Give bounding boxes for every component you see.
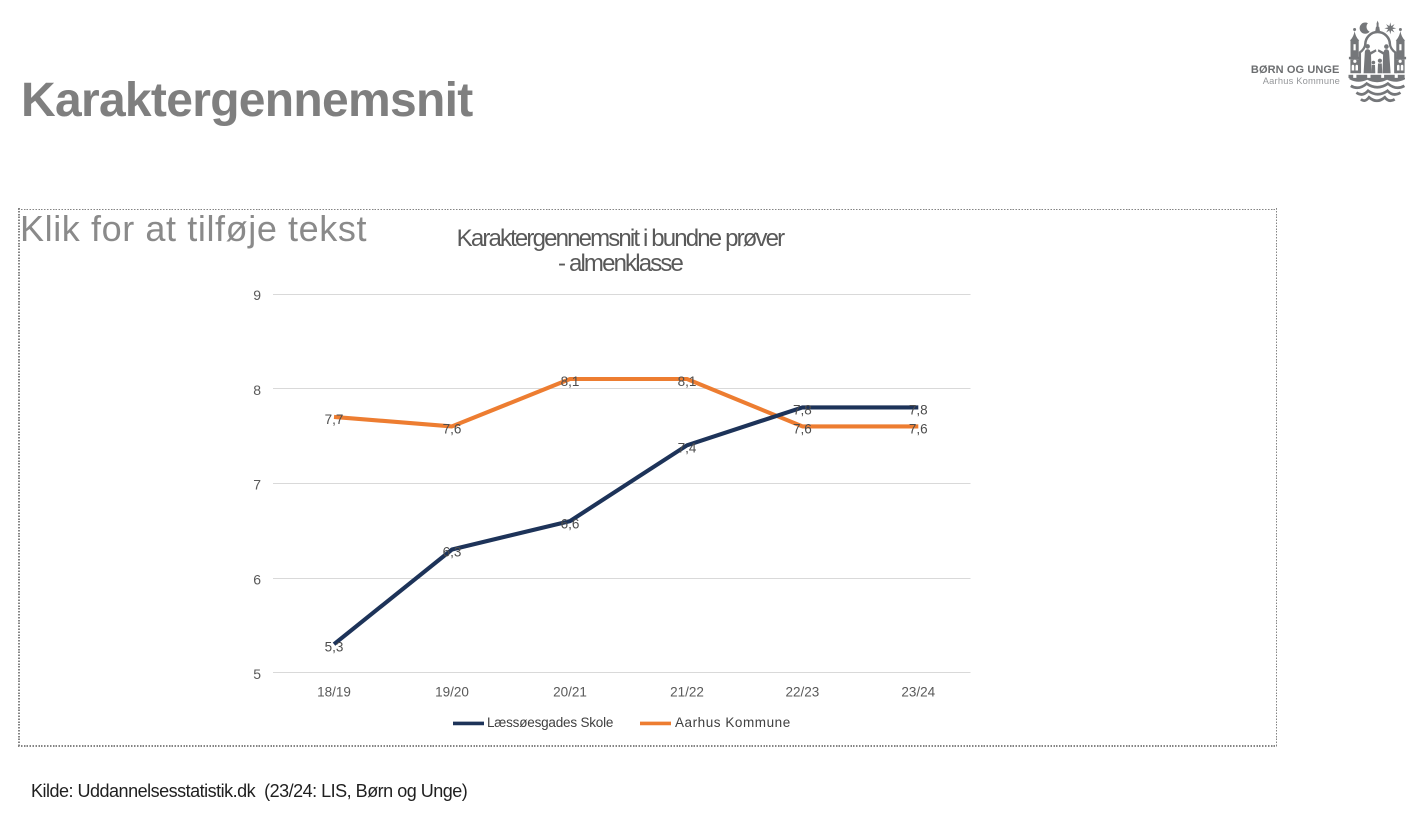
svg-text:7,8: 7,8	[909, 403, 928, 418]
svg-text:6,3: 6,3	[443, 545, 462, 560]
svg-text:21/22: 21/22	[670, 685, 704, 700]
svg-text:6,6: 6,6	[561, 516, 580, 531]
svg-text:7,6: 7,6	[909, 422, 928, 437]
svg-text:8,1: 8,1	[561, 374, 580, 389]
svg-text:19/20: 19/20	[435, 685, 469, 700]
svg-text:Karaktergennemsnit i bundne pr: Karaktergennemsnit i bundne prøver	[457, 225, 786, 252]
svg-text:20/21: 20/21	[553, 685, 587, 700]
svg-text:7,6: 7,6	[793, 422, 812, 437]
svg-text:5,3: 5,3	[325, 639, 344, 654]
svg-text:7,4: 7,4	[678, 441, 697, 456]
svg-text:9: 9	[253, 287, 261, 303]
svg-text:7,7: 7,7	[325, 412, 344, 427]
svg-text:Læssøesgades Skole: Læssøesgades Skole	[487, 715, 613, 730]
svg-text:8,1: 8,1	[678, 374, 697, 389]
svg-text:22/23: 22/23	[786, 685, 820, 700]
svg-text:7: 7	[253, 477, 261, 493]
svg-text:8: 8	[253, 382, 261, 398]
svg-text:7,8: 7,8	[793, 403, 812, 418]
svg-text:7,6: 7,6	[443, 422, 462, 437]
svg-text:5: 5	[253, 666, 261, 682]
svg-text:6: 6	[253, 571, 261, 587]
svg-text:- almenklasse: - almenklasse	[558, 250, 684, 277]
svg-text:Aarhus Kommune: Aarhus Kommune	[675, 715, 791, 730]
svg-text:18/19: 18/19	[317, 685, 351, 700]
svg-text:23/24: 23/24	[901, 685, 935, 700]
